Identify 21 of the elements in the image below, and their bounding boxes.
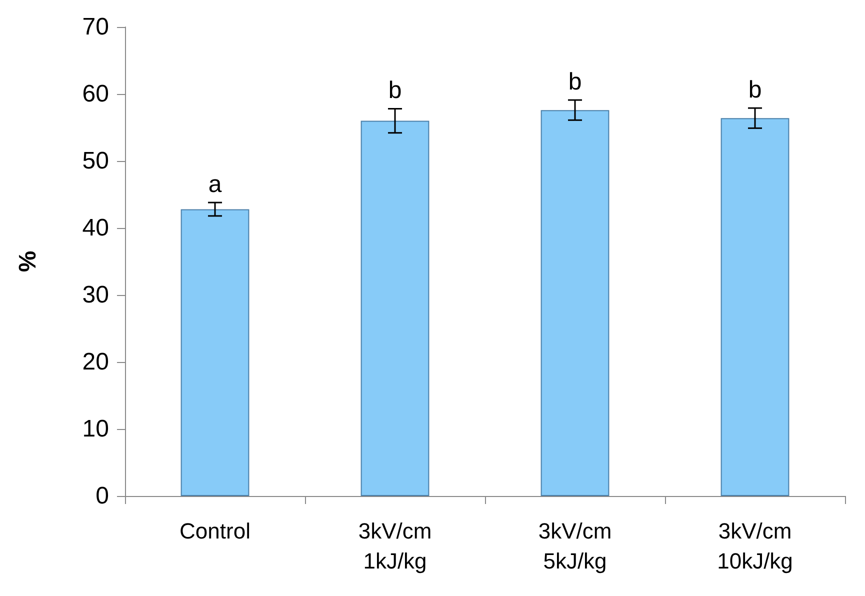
y-tick-label: 0 [96, 482, 109, 510]
y-tick-label: 20 [82, 348, 109, 376]
annotation: b [568, 68, 582, 96]
x-tick-label: 3kV/cm 5kJ/kg [538, 518, 612, 574]
annotation: b [388, 77, 402, 104]
y-tick-label: 70 [82, 14, 109, 40]
y-axis-title: % [14, 250, 42, 272]
bar [180, 209, 250, 496]
y-tick-label: 30 [82, 282, 109, 308]
y-tick-label: 60 [82, 80, 109, 108]
y-tick-label: 50 [82, 148, 109, 174]
annotation: a [208, 171, 222, 198]
bar [540, 110, 610, 496]
x-tick-label: 3kV/cm 10kJ/kg [717, 518, 793, 574]
y-tick-label: 40 [82, 214, 109, 242]
bar [360, 120, 430, 496]
annotation: b [748, 76, 762, 104]
y-tick-label: 10 [82, 416, 109, 442]
x-tick-label: 3kV/cm 1kJ/kg [358, 518, 432, 574]
bar [720, 118, 790, 496]
x-tick-label: Control [180, 518, 250, 544]
